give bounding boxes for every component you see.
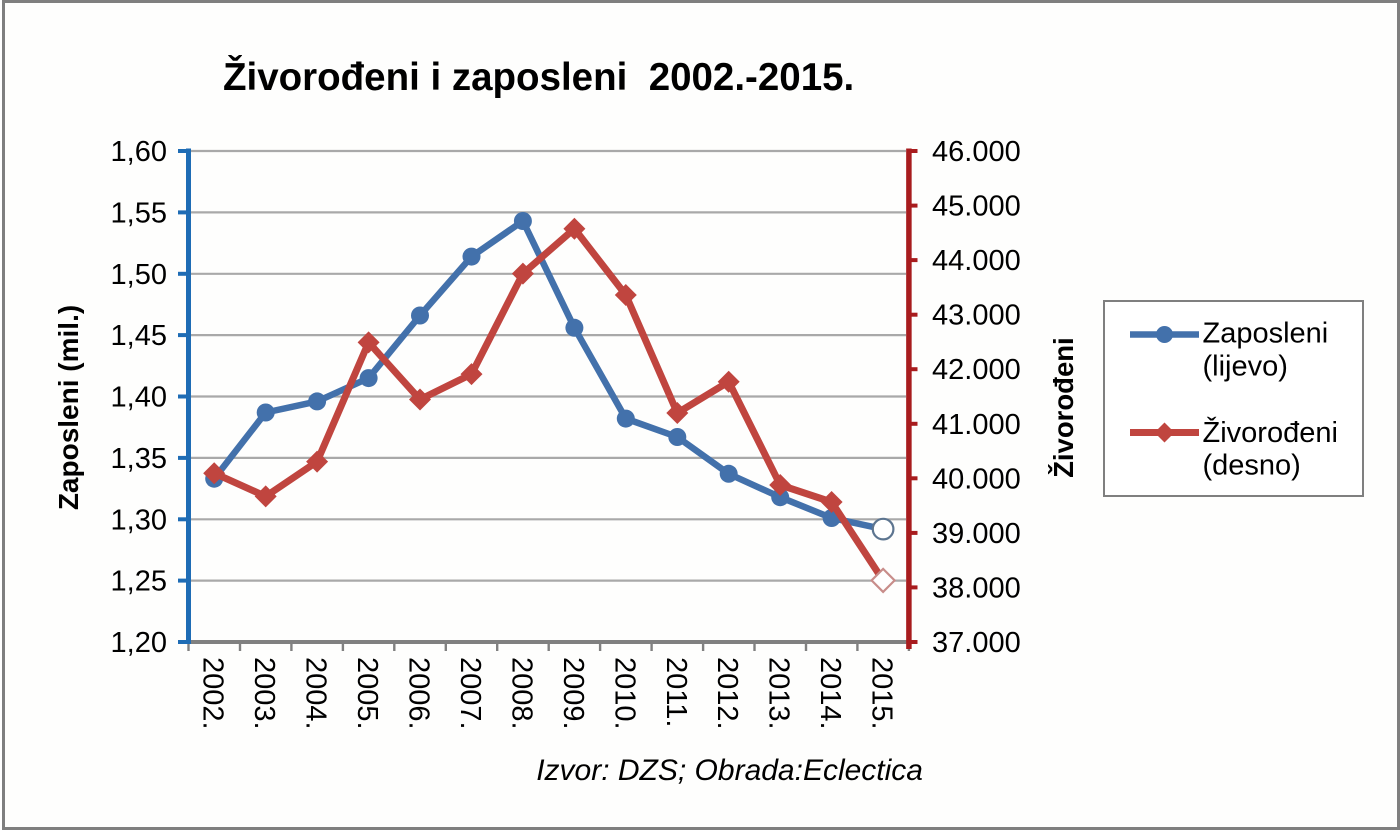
svg-text:2011.: 2011. <box>660 657 692 727</box>
svg-text:43.000: 43.000 <box>932 300 1021 332</box>
svg-text:46.000: 46.000 <box>932 136 1021 168</box>
svg-text:39.000: 39.000 <box>932 518 1021 550</box>
svg-text:38.000: 38.000 <box>932 572 1021 604</box>
svg-text:Izvor: DZS; Obrada:Eclectica: Izvor: DZS; Obrada:Eclectica <box>536 754 923 787</box>
svg-text:Živorođeni: Živorođeni <box>1203 416 1338 449</box>
svg-text:41.000: 41.000 <box>932 409 1021 441</box>
svg-text:2009.: 2009. <box>557 657 589 730</box>
svg-text:1,30: 1,30 <box>111 504 167 536</box>
svg-text:2002.: 2002. <box>197 657 229 730</box>
svg-text:2010.: 2010. <box>608 657 640 730</box>
svg-text:37.000: 37.000 <box>932 627 1021 659</box>
svg-text:Zaposleni: Zaposleni <box>1203 318 1329 350</box>
svg-text:Zaposleni (mil.): Zaposleni (mil.) <box>53 305 84 510</box>
svg-text:44.000: 44.000 <box>932 245 1021 277</box>
svg-text:2013.: 2013. <box>763 657 795 730</box>
svg-text:2004.: 2004. <box>300 657 332 730</box>
svg-text:2015.: 2015. <box>866 657 898 730</box>
svg-text:42.000: 42.000 <box>932 354 1021 386</box>
svg-text:1,50: 1,50 <box>111 259 167 291</box>
svg-text:1,20: 1,20 <box>111 627 167 659</box>
svg-text:(lijevo): (lijevo) <box>1203 351 1288 383</box>
svg-text:1,60: 1,60 <box>111 136 167 168</box>
svg-text:2008.: 2008. <box>505 657 537 730</box>
svg-text:2005.: 2005. <box>351 657 383 730</box>
svg-text:2006.: 2006. <box>403 657 435 730</box>
svg-text:1,35: 1,35 <box>111 443 167 475</box>
svg-text:2014.: 2014. <box>814 657 846 730</box>
svg-text:40.000: 40.000 <box>932 463 1021 495</box>
svg-text:1,25: 1,25 <box>111 566 167 598</box>
svg-text:(desno): (desno) <box>1203 450 1301 482</box>
svg-text:2003.: 2003. <box>248 657 280 730</box>
svg-text:Živorođeni: Živorođeni <box>1048 337 1079 478</box>
svg-text:1,40: 1,40 <box>111 382 167 414</box>
svg-text:2007.: 2007. <box>454 657 486 730</box>
svg-text:1,45: 1,45 <box>111 320 167 352</box>
svg-text:1,55: 1,55 <box>111 197 167 229</box>
svg-text:Živorođeni i zaposleni 2002.-: Živorođeni i zaposleni 2002.-2015. <box>223 55 854 99</box>
svg-text:2012.: 2012. <box>711 657 743 730</box>
svg-text:45.000: 45.000 <box>932 191 1021 223</box>
